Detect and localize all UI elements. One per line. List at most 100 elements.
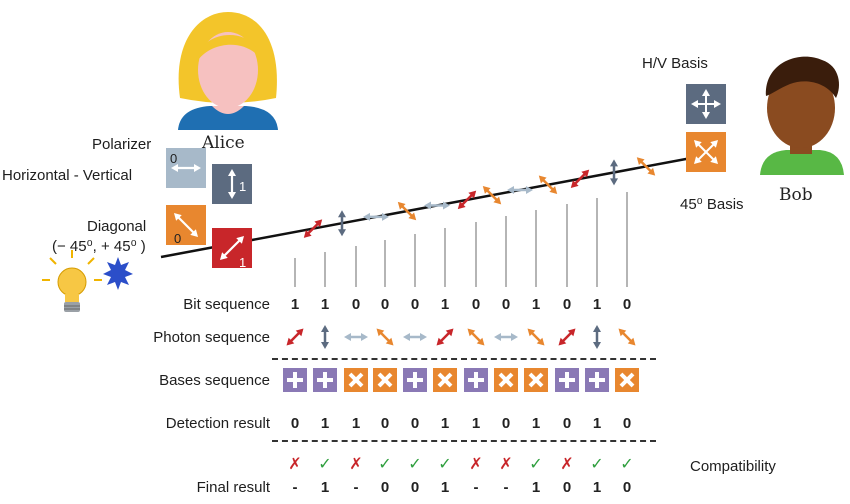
- final-result-value: 0: [562, 479, 572, 496]
- divider-2: [272, 440, 656, 442]
- compatibility-label: Compatibility: [690, 458, 776, 475]
- final-result-value: 1: [531, 479, 541, 496]
- compatibility-mark: ✗: [469, 456, 483, 473]
- alice-avatar: [178, 12, 278, 130]
- photon-sequence-mark: [286, 328, 304, 346]
- row-label-bit-sequence: Bit sequence: [183, 296, 270, 313]
- bit-sequence-value: 1: [531, 296, 541, 313]
- final-result-value: -: [353, 479, 359, 496]
- photon-sequence-mark: [376, 328, 394, 346]
- final-result-value: -: [503, 479, 509, 496]
- bit-sequence-value: 0: [501, 296, 511, 313]
- diagonal-label: Diagonal: [87, 218, 147, 235]
- beam-photon: [610, 159, 618, 186]
- photon-sequence-mark: [527, 328, 545, 346]
- bit-sequence-value: 1: [320, 296, 330, 313]
- basis-cross-icon: [344, 368, 368, 392]
- photon-sequence-mark: [494, 333, 518, 341]
- hv-basis-label: H/V Basis: [642, 55, 708, 72]
- polarizer-label: Polarizer: [92, 136, 152, 153]
- bit-sequence-value: 0: [622, 296, 632, 313]
- basis-cross-icon: [433, 368, 457, 392]
- beam-photon: [507, 185, 533, 194]
- detection-result-value: 1: [531, 415, 541, 432]
- bob-hv-basis-filter: [686, 84, 726, 124]
- polarizer-bit-one-hv: 1: [239, 179, 247, 194]
- compatibility-mark: ✓: [318, 456, 332, 473]
- compatibility-mark: ✗: [349, 456, 363, 473]
- bit-sequence-value: 0: [410, 296, 420, 313]
- basis-plus-icon: [555, 368, 579, 392]
- alice-name: Alice: [202, 133, 245, 153]
- compatibility-mark: ✓: [529, 456, 543, 473]
- photon-sequence-mark: [403, 333, 427, 341]
- detection-result-value: 0: [562, 415, 572, 432]
- compatibility-mark: ✓: [620, 456, 634, 473]
- polarizer-diagonal-plus: [166, 205, 206, 245]
- basis-cross-icon: [494, 368, 518, 392]
- detection-result-value: 1: [351, 415, 361, 432]
- detection-result-value: 1: [471, 415, 481, 432]
- final-result-value: -: [292, 479, 298, 496]
- polarizer-bit-zero-diag: 0: [174, 231, 182, 246]
- polarizer-diagonal-minus: [212, 228, 252, 268]
- compatibility-mark: ✓: [590, 456, 604, 473]
- basis-plus-icon: [464, 368, 488, 392]
- basis-plus-icon: [313, 368, 337, 392]
- basis-cross-icon: [524, 368, 548, 392]
- basis-plus-icon: [585, 368, 609, 392]
- photon-burst-icon: [103, 257, 133, 290]
- final-result-value: 0: [410, 479, 420, 496]
- photon-sequence-mark: [558, 328, 576, 346]
- detection-result-value: 0: [622, 415, 632, 432]
- detection-result-value: 1: [320, 415, 330, 432]
- final-result-value: 1: [592, 479, 602, 496]
- bob-avatar: [760, 56, 844, 175]
- detection-result-value: 0: [501, 415, 511, 432]
- photon-sequence-mark: [321, 325, 329, 349]
- polarizer-horizontal: [166, 148, 206, 188]
- diagonal-angles-label: (− 45⁰, + 45⁰ ): [52, 238, 146, 255]
- row-label-detection-result: Detection result: [165, 415, 270, 432]
- detection-result-value: 1: [440, 415, 450, 432]
- row-label-photon-sequence: Photon sequence: [153, 329, 270, 346]
- photon-sequence-mark: [593, 325, 601, 349]
- divider-1: [272, 358, 656, 360]
- detection-result-value: 0: [290, 415, 300, 432]
- beam-photon: [570, 169, 590, 188]
- bit-sequence-value: 1: [592, 296, 602, 313]
- bob-name: Bob: [779, 185, 813, 205]
- row-label-final-result: Final result: [196, 479, 270, 496]
- beam-photon: [397, 201, 417, 221]
- basis-plus-icon: [403, 368, 427, 392]
- photon-sequence-mark: [436, 328, 454, 346]
- compatibility-mark: ✗: [288, 456, 302, 473]
- beam-photon: [538, 175, 558, 194]
- beam-photon: [363, 212, 389, 221]
- diag-basis-label: 45⁰ Basis: [680, 196, 744, 213]
- final-result-value: -: [473, 479, 479, 496]
- detection-result-value: 0: [410, 415, 420, 432]
- polarizer-bit-zero-hv: 0: [170, 151, 178, 166]
- basis-plus-icon: [283, 368, 307, 392]
- final-result-value: 1: [320, 479, 330, 496]
- beam-photon: [457, 190, 477, 210]
- polarizer-bit-one-diag: 1: [239, 255, 247, 270]
- polarizer-vertical: [212, 164, 252, 204]
- basis-cross-icon: [615, 368, 639, 392]
- bit-sequence-value: 0: [471, 296, 481, 313]
- compatibility-mark: ✗: [499, 456, 513, 473]
- bit-sequence-value: 1: [440, 296, 450, 313]
- bob-diagonal-basis-filter: [686, 132, 726, 172]
- photon-sequence-mark: [344, 333, 368, 341]
- beam-photon: [636, 157, 656, 176]
- final-result-value: 0: [380, 479, 390, 496]
- detection-result-value: 1: [592, 415, 602, 432]
- beam-photon: [424, 201, 450, 210]
- final-result-value: 0: [622, 479, 632, 496]
- bit-sequence-value: 0: [562, 296, 572, 313]
- hv-polarizer-label: Horizontal - Vertical: [2, 167, 133, 184]
- bit-sequence-value: 0: [380, 296, 390, 313]
